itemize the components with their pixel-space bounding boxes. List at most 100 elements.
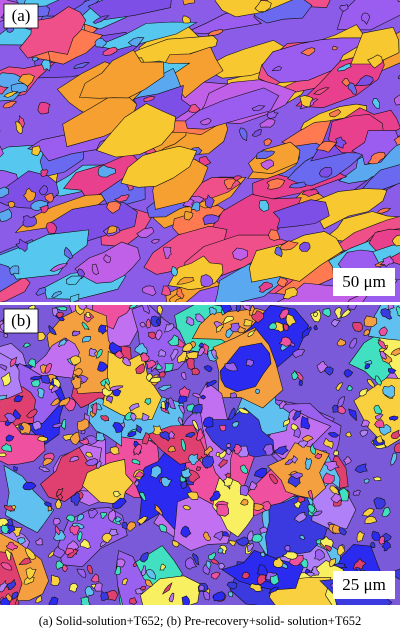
- grain: [202, 416, 214, 428]
- ebsd-map-a: [0, 0, 400, 302]
- grain: [182, 0, 195, 6]
- scale-bar-label: 50 μm: [342, 272, 386, 291]
- grain: [9, 356, 18, 368]
- grain: [274, 445, 289, 456]
- grain: [17, 73, 35, 87]
- grain: [191, 404, 203, 414]
- grain: [38, 185, 49, 196]
- grain: [247, 328, 257, 338]
- grain: [270, 574, 280, 586]
- grain: [109, 385, 124, 391]
- grain: [281, 551, 298, 560]
- grain: [191, 420, 200, 432]
- grain: [219, 545, 228, 555]
- grain: [0, 85, 9, 95]
- grain: [253, 467, 267, 479]
- grain: [0, 394, 8, 401]
- grain: [345, 431, 353, 438]
- grain: [185, 316, 195, 327]
- grain: [266, 110, 279, 119]
- grain: [64, 547, 74, 555]
- grain: [202, 214, 220, 225]
- grain: [312, 312, 319, 317]
- grain: [255, 388, 261, 395]
- grain: [13, 466, 18, 472]
- grain: [352, 321, 363, 332]
- grain: [181, 372, 187, 380]
- grain: [259, 526, 268, 534]
- grain: [243, 318, 254, 327]
- grain: [200, 394, 206, 400]
- grain: [167, 334, 179, 346]
- grain: [76, 568, 87, 578]
- grain: [164, 401, 170, 412]
- grain: [362, 507, 375, 517]
- grain: [207, 29, 224, 37]
- grain: [197, 346, 206, 356]
- grain: [3, 333, 9, 338]
- grain: [354, 75, 374, 87]
- grain: [332, 450, 340, 456]
- grain: [87, 0, 172, 21]
- grain: [56, 312, 64, 318]
- grain: [68, 455, 80, 462]
- grain: [332, 45, 338, 51]
- grain: [363, 315, 378, 327]
- grain: [188, 103, 201, 113]
- grain: [11, 504, 17, 511]
- grain: [11, 591, 19, 600]
- grain: [304, 457, 313, 470]
- grain: [160, 476, 173, 488]
- grain: [109, 446, 120, 455]
- grain: [268, 322, 277, 330]
- grain: [228, 540, 237, 547]
- grain: [314, 549, 325, 561]
- grain: [31, 56, 39, 62]
- grain: [0, 579, 9, 593]
- grain: [29, 375, 42, 381]
- grain: [35, 287, 47, 296]
- grain: [145, 318, 152, 329]
- grain: [181, 595, 191, 605]
- grain: [372, 476, 382, 482]
- grain: [370, 541, 376, 549]
- grain: [19, 421, 31, 435]
- grain: [334, 306, 342, 320]
- grain: [158, 371, 166, 378]
- grain: [356, 530, 365, 543]
- grain: [150, 465, 162, 479]
- grain: [85, 451, 93, 458]
- grain: [84, 585, 95, 598]
- grain: [0, 562, 13, 571]
- grain: [181, 342, 193, 352]
- grain: [263, 138, 273, 146]
- grain: [267, 442, 330, 500]
- grain: [167, 445, 176, 453]
- grain: [159, 430, 170, 442]
- grain: [198, 342, 204, 348]
- grain: [24, 547, 37, 560]
- grain: [249, 583, 263, 592]
- grain: [0, 364, 8, 371]
- grain: [155, 329, 163, 341]
- grain: [31, 379, 41, 388]
- grain: [15, 238, 28, 253]
- grain: [186, 357, 195, 370]
- grain: [73, 62, 90, 70]
- grain: [51, 290, 62, 298]
- grain: [209, 490, 221, 502]
- grain: [44, 363, 53, 374]
- grain: [103, 254, 111, 264]
- grain: [35, 595, 43, 604]
- grain: [139, 491, 147, 501]
- grain: [140, 565, 147, 577]
- grain: [222, 476, 234, 487]
- grain: [309, 442, 316, 456]
- grain: [81, 335, 92, 343]
- divider: [0, 302, 400, 305]
- grain: [63, 246, 74, 260]
- grain: [54, 525, 61, 536]
- grain: [211, 348, 217, 360]
- grain: [195, 466, 201, 471]
- grain: [299, 95, 314, 108]
